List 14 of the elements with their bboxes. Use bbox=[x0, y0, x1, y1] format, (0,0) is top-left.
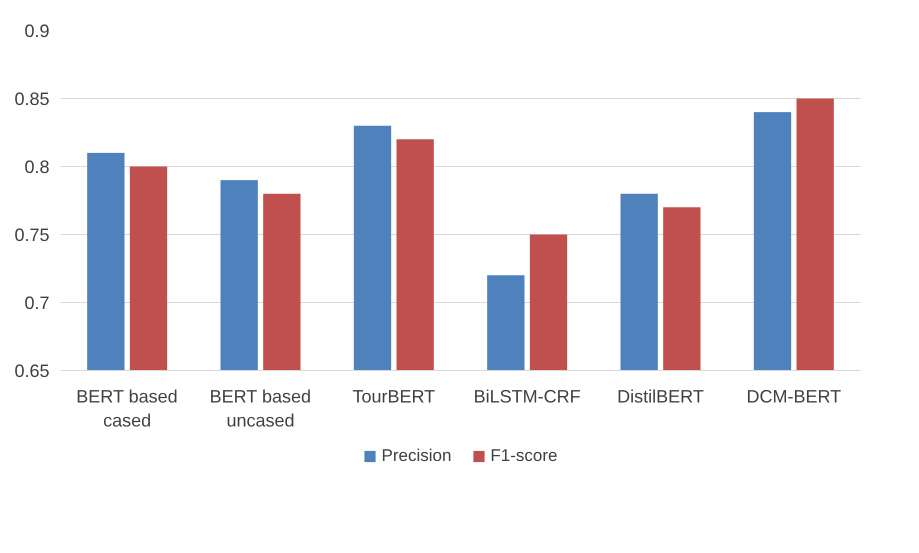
x-tick-label: BiLSTM-CRF bbox=[474, 386, 581, 406]
legend-label: F1-score bbox=[490, 446, 558, 466]
x-tick-label: TourBERT bbox=[352, 386, 436, 406]
x-tick-label: BERT based uncased bbox=[210, 386, 312, 430]
x-tick-label: BERT based cased bbox=[76, 386, 178, 430]
x-tick-label: DCM-BERT bbox=[746, 386, 842, 406]
y-tick-label: 0.65 bbox=[14, 361, 50, 381]
legend-label: Precision bbox=[382, 446, 452, 466]
y-tick-label: 0.8 bbox=[24, 157, 50, 177]
y-tick-label: 0.75 bbox=[14, 225, 50, 245]
x-tick-label: DistilBERT bbox=[617, 386, 704, 406]
y-tick-label: 0.85 bbox=[14, 89, 50, 109]
y-tick-label: 0.7 bbox=[24, 293, 50, 313]
y-tick-label: 0.9 bbox=[24, 21, 50, 41]
